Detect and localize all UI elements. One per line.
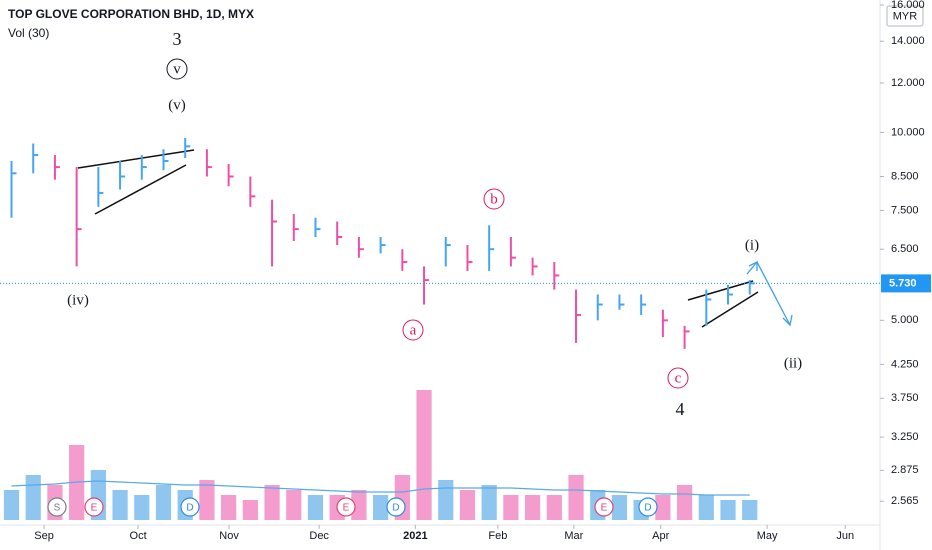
volume-bar [134, 495, 150, 520]
wave-label: (i) [745, 237, 759, 253]
wave-label: 3 [173, 29, 182, 49]
volume-bar [568, 475, 584, 520]
arrow-head [748, 260, 758, 271]
event-marker [638, 497, 658, 517]
y-tick-label: 14.000 [891, 35, 925, 47]
currency-box[interactable] [886, 5, 924, 27]
volume-bar [416, 390, 432, 520]
volume-bar [525, 495, 541, 520]
y-tick-label: 2.875 [891, 464, 919, 476]
annotation-circle [166, 58, 188, 80]
trend-line [94, 164, 187, 215]
volume-bar [546, 495, 562, 520]
event-marker [84, 497, 104, 517]
y-tick-label: 3.250 [891, 431, 919, 443]
event-label: S [54, 503, 61, 514]
volume-bar [25, 475, 41, 520]
event-label: E [91, 503, 98, 514]
x-tick-label: Feb [488, 530, 507, 542]
y-tick-label: 5.000 [891, 314, 919, 326]
wave-label: (iv) [67, 292, 89, 308]
event-label: D [644, 503, 651, 514]
event-marker [594, 497, 614, 517]
volume-bar [503, 495, 519, 520]
volume-bar [676, 485, 693, 520]
event-marker [47, 497, 67, 517]
event-marker [180, 497, 200, 517]
volume-bar [438, 480, 454, 520]
event-label: D [392, 503, 399, 514]
volume-bar [720, 500, 736, 520]
wave-label: a [410, 322, 417, 338]
y-tick-label: 8.500 [891, 170, 919, 182]
last-price-label: 5.730 [889, 277, 917, 289]
volume-bar [742, 500, 758, 520]
volume-bar [459, 490, 476, 520]
event-marker [386, 497, 406, 517]
volume-bar [611, 495, 628, 520]
chart-title: TOP GLOVE CORPORATION BHD, 1D, MYX [8, 7, 254, 21]
x-tick-label: Jun [836, 530, 854, 542]
last-price-box [881, 274, 931, 293]
x-tick-label: Sep [34, 530, 54, 542]
volume-bar [199, 480, 215, 520]
volume-bar [3, 490, 20, 520]
annotation-circle [483, 188, 505, 210]
x-tick-label: 2021 [403, 530, 427, 542]
volume-bar [112, 490, 128, 520]
wave-label: 4 [676, 399, 685, 419]
x-tick-label: Dec [309, 530, 329, 542]
wave-label: (v) [168, 97, 186, 113]
volume-bar [481, 485, 497, 520]
wave-label: b [490, 191, 498, 207]
x-tick-label: Nov [219, 530, 239, 542]
volume-ma-line [11, 480, 750, 496]
trend-line [701, 291, 759, 328]
volume-bar [264, 485, 280, 520]
y-tick-label: 10.000 [891, 126, 925, 138]
volume-bar [221, 495, 237, 520]
x-tick-label: May [757, 530, 778, 542]
wave-label: c [675, 370, 682, 386]
event-label: E [343, 503, 350, 514]
wave-label: (ii) [784, 355, 802, 371]
y-tick-label: 4.250 [891, 358, 919, 370]
trend-line [687, 280, 754, 301]
annotation-circle [667, 367, 689, 389]
volume-bar [698, 495, 714, 520]
currency: MYR [893, 10, 918, 22]
y-tick-label: 2.565 [891, 495, 919, 507]
event-label: D [186, 503, 193, 514]
event-label: E [601, 503, 608, 514]
x-tick-label: Apr [652, 530, 669, 542]
wave-label: v [173, 61, 181, 77]
volume-bar [242, 500, 258, 520]
volume-label: Vol (30) [8, 26, 49, 40]
volume-bar [351, 490, 367, 520]
volume-bar [307, 495, 324, 520]
arrow-head [782, 314, 793, 327]
volume-bar [373, 495, 389, 520]
y-tick-label: 3.750 [891, 392, 919, 404]
x-tick-label: Oct [130, 530, 147, 542]
annotation-circle [402, 319, 424, 341]
y-tick-label: 6.500 [891, 243, 919, 255]
event-marker [336, 497, 356, 517]
y-tick-label: 7.500 [891, 204, 919, 216]
trend-line [77, 149, 195, 169]
y-tick-label: 16.000 [891, 0, 925, 11]
x-tick-label: Mar [564, 530, 583, 542]
volume-bar [655, 495, 671, 520]
volume-bar [286, 490, 302, 520]
y-tick-label: 12.000 [891, 77, 925, 89]
volume-bar [155, 485, 172, 520]
